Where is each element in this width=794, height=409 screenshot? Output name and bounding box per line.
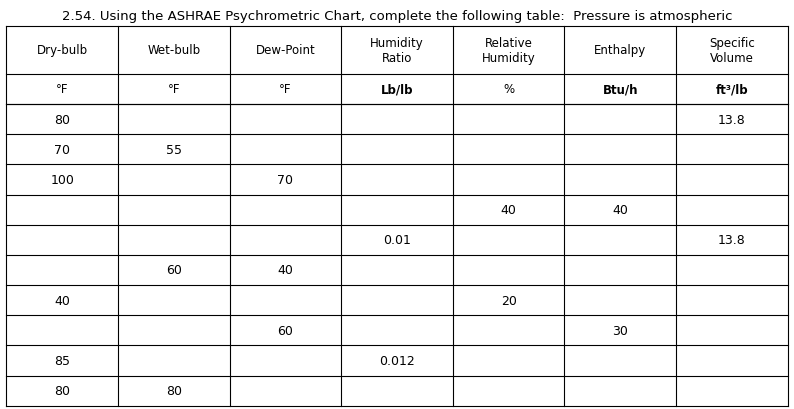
Text: 13.8: 13.8 bbox=[718, 113, 746, 126]
Text: 80: 80 bbox=[54, 384, 70, 397]
Text: 40: 40 bbox=[612, 204, 628, 217]
Text: ft³/lb: ft³/lb bbox=[715, 83, 748, 96]
Text: 80: 80 bbox=[54, 113, 70, 126]
Text: Dry-bulb: Dry-bulb bbox=[37, 44, 87, 57]
Text: 30: 30 bbox=[612, 324, 628, 337]
Text: 20: 20 bbox=[501, 294, 517, 307]
Text: 0.012: 0.012 bbox=[379, 354, 415, 367]
Text: 60: 60 bbox=[277, 324, 293, 337]
Text: 70: 70 bbox=[277, 173, 294, 187]
Text: 40: 40 bbox=[277, 264, 293, 277]
Text: 40: 40 bbox=[501, 204, 517, 217]
Text: 55: 55 bbox=[166, 144, 182, 156]
Text: °F: °F bbox=[279, 83, 291, 96]
Text: 70: 70 bbox=[54, 144, 70, 156]
Text: Specific
Volume: Specific Volume bbox=[709, 37, 755, 65]
Text: 100: 100 bbox=[50, 173, 74, 187]
Text: 2.54. Using the ASHRAE Psychrometric Chart, complete the following table:  Press: 2.54. Using the ASHRAE Psychrometric Cha… bbox=[62, 10, 732, 23]
Text: °F: °F bbox=[168, 83, 180, 96]
Text: Lb/lb: Lb/lb bbox=[381, 83, 413, 96]
Text: 85: 85 bbox=[54, 354, 70, 367]
Text: %: % bbox=[503, 83, 515, 96]
Text: 80: 80 bbox=[166, 384, 182, 397]
Text: Btu/h: Btu/h bbox=[603, 83, 638, 96]
Text: Wet-bulb: Wet-bulb bbox=[147, 44, 200, 57]
Text: °F: °F bbox=[56, 83, 68, 96]
Text: 0.01: 0.01 bbox=[383, 234, 411, 247]
Text: 13.8: 13.8 bbox=[718, 234, 746, 247]
Text: Humidity
Ratio: Humidity Ratio bbox=[370, 37, 424, 65]
Text: Enthalpy: Enthalpy bbox=[594, 44, 646, 57]
Text: Relative
Humidity: Relative Humidity bbox=[482, 37, 535, 65]
Text: 40: 40 bbox=[54, 294, 70, 307]
Text: 60: 60 bbox=[166, 264, 182, 277]
Text: Dew-Point: Dew-Point bbox=[256, 44, 315, 57]
